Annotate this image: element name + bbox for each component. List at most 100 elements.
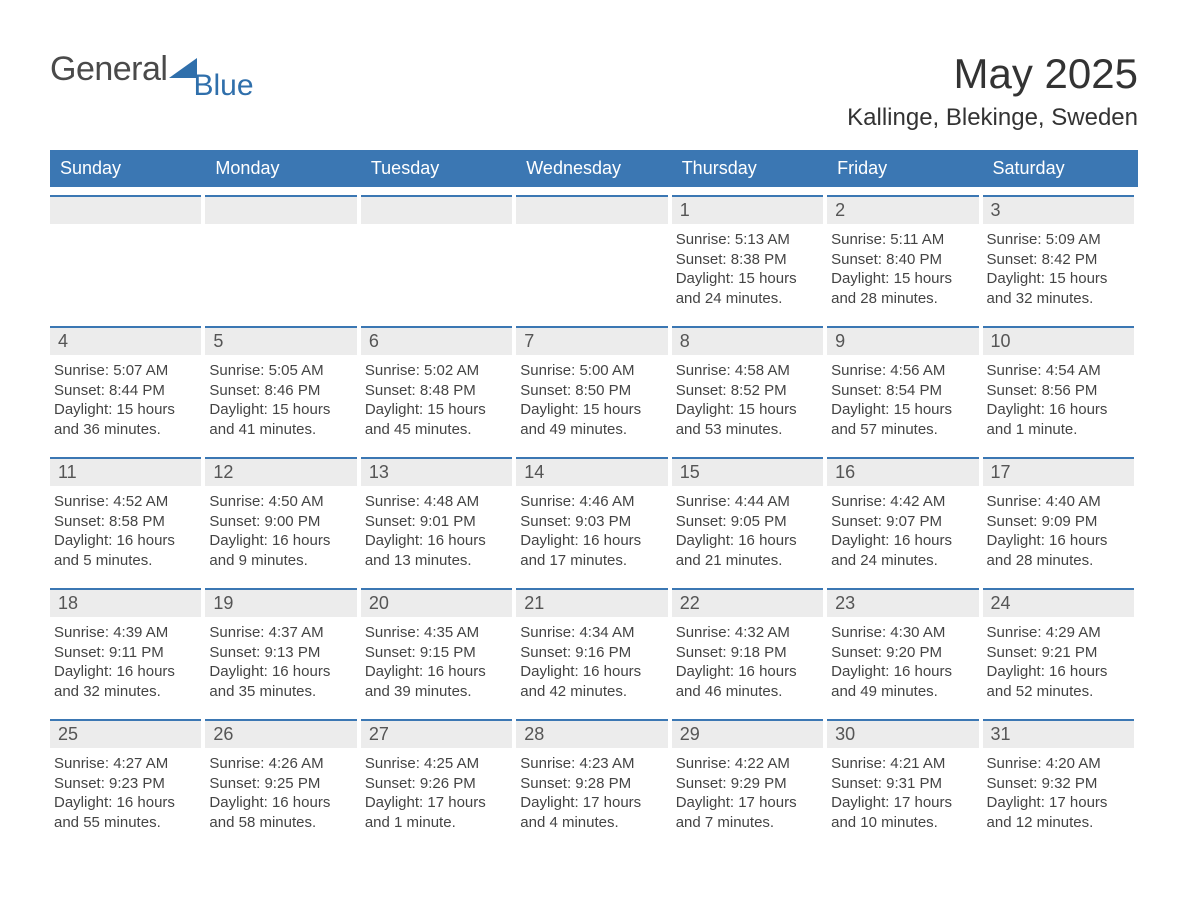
day-number: 5 (205, 326, 356, 355)
day-sunrise: Sunrise: 5:05 AM (209, 361, 352, 381)
logo-word1: General (50, 50, 167, 89)
day-cell: 22Sunrise: 4:32 AMSunset: 9:18 PMDayligh… (672, 588, 827, 711)
day-number: 23 (827, 588, 978, 617)
week-row: 1Sunrise: 5:13 AMSunset: 8:38 PMDaylight… (50, 195, 1138, 318)
day-content: Sunrise: 5:02 AMSunset: 8:48 PMDaylight:… (361, 355, 512, 439)
day-content: Sunrise: 4:44 AMSunset: 9:05 PMDaylight:… (672, 486, 823, 570)
day-sunset: Sunset: 9:29 PM (676, 774, 819, 794)
day-dl1: Daylight: 16 hours (676, 662, 819, 682)
day-dl1: Daylight: 16 hours (520, 662, 663, 682)
day-content: Sunrise: 4:40 AMSunset: 9:09 PMDaylight:… (983, 486, 1134, 570)
day-sunset: Sunset: 9:05 PM (676, 512, 819, 532)
day-sunset: Sunset: 8:40 PM (831, 250, 974, 270)
day-cell: 7Sunrise: 5:00 AMSunset: 8:50 PMDaylight… (516, 326, 671, 449)
day-sunrise: Sunrise: 4:58 AM (676, 361, 819, 381)
day-sunrise: Sunrise: 4:37 AM (209, 623, 352, 643)
day-dl2: and 21 minutes. (676, 551, 819, 571)
day-sunrise: Sunrise: 4:56 AM (831, 361, 974, 381)
day-cell: 4Sunrise: 5:07 AMSunset: 8:44 PMDaylight… (50, 326, 205, 449)
day-dl2: and 17 minutes. (520, 551, 663, 571)
day-sunrise: Sunrise: 4:26 AM (209, 754, 352, 774)
day-dl1: Daylight: 17 hours (520, 793, 663, 813)
day-dl1: Daylight: 16 hours (54, 662, 197, 682)
day-content: Sunrise: 4:50 AMSunset: 9:00 PMDaylight:… (205, 486, 356, 570)
day-content: Sunrise: 4:56 AMSunset: 8:54 PMDaylight:… (827, 355, 978, 439)
day-dl2: and 41 minutes. (209, 420, 352, 440)
calendar: Sunday Monday Tuesday Wednesday Thursday… (50, 150, 1138, 842)
day-cell (205, 195, 360, 318)
day-sunrise: Sunrise: 4:44 AM (676, 492, 819, 512)
day-number: 17 (983, 457, 1134, 486)
day-sunset: Sunset: 8:38 PM (676, 250, 819, 270)
day-sunset: Sunset: 9:18 PM (676, 643, 819, 663)
day-number: 2 (827, 195, 978, 224)
day-dl1: Daylight: 17 hours (365, 793, 508, 813)
day-dl1: Daylight: 17 hours (676, 793, 819, 813)
day-cell: 30Sunrise: 4:21 AMSunset: 9:31 PMDayligh… (827, 719, 982, 842)
day-number: 7 (516, 326, 667, 355)
day-number: 31 (983, 719, 1134, 748)
day-dl2: and 10 minutes. (831, 813, 974, 833)
day-content: Sunrise: 4:54 AMSunset: 8:56 PMDaylight:… (983, 355, 1134, 439)
day-content: Sunrise: 4:39 AMSunset: 9:11 PMDaylight:… (50, 617, 201, 701)
day-dl1: Daylight: 16 hours (365, 531, 508, 551)
day-dl2: and 12 minutes. (987, 813, 1130, 833)
day-cell: 6Sunrise: 5:02 AMSunset: 8:48 PMDaylight… (361, 326, 516, 449)
day-sunrise: Sunrise: 4:35 AM (365, 623, 508, 643)
day-dl2: and 32 minutes. (54, 682, 197, 702)
day-cell: 23Sunrise: 4:30 AMSunset: 9:20 PMDayligh… (827, 588, 982, 711)
day-dl1: Daylight: 17 hours (831, 793, 974, 813)
day-dl1: Daylight: 15 hours (987, 269, 1130, 289)
day-number: 28 (516, 719, 667, 748)
day-dl2: and 32 minutes. (987, 289, 1130, 309)
day-dl1: Daylight: 16 hours (209, 793, 352, 813)
day-number (516, 195, 667, 224)
day-dl2: and 49 minutes. (520, 420, 663, 440)
day-sunrise: Sunrise: 4:48 AM (365, 492, 508, 512)
day-cell: 11Sunrise: 4:52 AMSunset: 8:58 PMDayligh… (50, 457, 205, 580)
day-sunset: Sunset: 9:31 PM (831, 774, 974, 794)
day-content: Sunrise: 4:29 AMSunset: 9:21 PMDaylight:… (983, 617, 1134, 701)
day-content: Sunrise: 4:20 AMSunset: 9:32 PMDaylight:… (983, 748, 1134, 832)
day-sunset: Sunset: 8:42 PM (987, 250, 1130, 270)
day-cell: 26Sunrise: 4:26 AMSunset: 9:25 PMDayligh… (205, 719, 360, 842)
day-sunrise: Sunrise: 4:54 AM (987, 361, 1130, 381)
day-number: 10 (983, 326, 1134, 355)
day-number: 20 (361, 588, 512, 617)
day-sunset: Sunset: 8:52 PM (676, 381, 819, 401)
day-dl1: Daylight: 16 hours (987, 400, 1130, 420)
day-dl1: Daylight: 15 hours (54, 400, 197, 420)
day-sunrise: Sunrise: 4:22 AM (676, 754, 819, 774)
day-content: Sunrise: 5:11 AMSunset: 8:40 PMDaylight:… (827, 224, 978, 308)
day-content: Sunrise: 4:46 AMSunset: 9:03 PMDaylight:… (516, 486, 667, 570)
day-dl2: and 9 minutes. (209, 551, 352, 571)
day-sunset: Sunset: 9:23 PM (54, 774, 197, 794)
day-number: 18 (50, 588, 201, 617)
day-dl1: Daylight: 16 hours (54, 531, 197, 551)
day-sunset: Sunset: 9:20 PM (831, 643, 974, 663)
day-cell: 2Sunrise: 5:11 AMSunset: 8:40 PMDaylight… (827, 195, 982, 318)
day-content: Sunrise: 4:26 AMSunset: 9:25 PMDaylight:… (205, 748, 356, 832)
dow-monday: Monday (205, 150, 360, 187)
logo: General Blue (50, 50, 260, 89)
day-sunset: Sunset: 9:01 PM (365, 512, 508, 532)
day-sunset: Sunset: 9:26 PM (365, 774, 508, 794)
day-sunrise: Sunrise: 5:07 AM (54, 361, 197, 381)
day-number: 13 (361, 457, 512, 486)
day-content: Sunrise: 4:58 AMSunset: 8:52 PMDaylight:… (672, 355, 823, 439)
week-row: 18Sunrise: 4:39 AMSunset: 9:11 PMDayligh… (50, 588, 1138, 711)
day-content: Sunrise: 5:09 AMSunset: 8:42 PMDaylight:… (983, 224, 1134, 308)
day-sunrise: Sunrise: 4:50 AM (209, 492, 352, 512)
day-dl1: Daylight: 17 hours (987, 793, 1130, 813)
day-cell: 18Sunrise: 4:39 AMSunset: 9:11 PMDayligh… (50, 588, 205, 711)
day-dl2: and 53 minutes. (676, 420, 819, 440)
location-subtitle: Kallinge, Blekinge, Sweden (847, 104, 1138, 132)
day-dl2: and 35 minutes. (209, 682, 352, 702)
day-dl2: and 7 minutes. (676, 813, 819, 833)
day-content: Sunrise: 4:30 AMSunset: 9:20 PMDaylight:… (827, 617, 978, 701)
day-dl2: and 55 minutes. (54, 813, 197, 833)
day-cell: 12Sunrise: 4:50 AMSunset: 9:00 PMDayligh… (205, 457, 360, 580)
day-sunrise: Sunrise: 5:09 AM (987, 230, 1130, 250)
dow-wednesday: Wednesday (516, 150, 671, 187)
dow-friday: Friday (827, 150, 982, 187)
